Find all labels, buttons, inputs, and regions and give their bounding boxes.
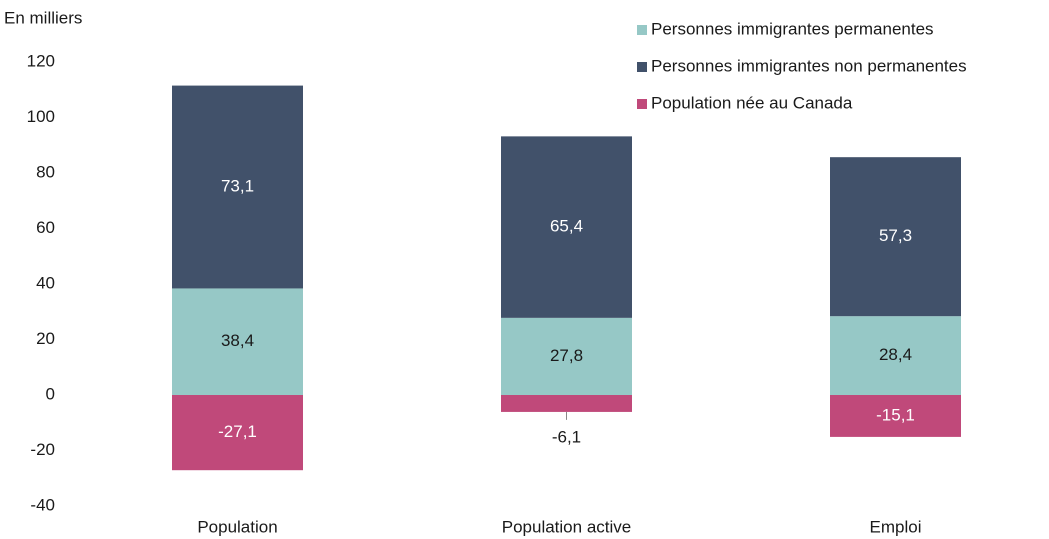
bar-segment <box>501 317 632 395</box>
y-tick-label: 120 <box>27 51 55 70</box>
data-label: 57,3 <box>879 226 912 245</box>
bar-segment <box>830 395 961 437</box>
data-label: 65,4 <box>550 217 583 236</box>
y-tick-label: 20 <box>36 329 55 348</box>
bar-segment <box>830 316 961 395</box>
x-tick-label: Population active <box>502 517 631 536</box>
bar-segment <box>501 395 632 412</box>
bar-segment <box>830 157 961 317</box>
legend-label: Population née au Canada <box>651 93 853 112</box>
legend-swatch <box>637 99 647 109</box>
data-label: -15,1 <box>876 405 915 424</box>
y-tick-label: 60 <box>36 218 55 237</box>
y-tick-label: 100 <box>27 107 55 126</box>
y-axis-label: En milliers <box>4 8 82 27</box>
bar-segment <box>501 136 632 318</box>
x-tick-label: Emploi <box>870 517 922 536</box>
data-label: 27,8 <box>550 346 583 365</box>
y-tick-label: -20 <box>30 440 55 459</box>
y-tick-label: 0 <box>46 384 55 403</box>
bar-segment <box>172 85 303 289</box>
data-label: 28,4 <box>879 345 912 364</box>
legend-label: Personnes immigrantes non permanentes <box>651 56 967 75</box>
y-tick-label: 40 <box>36 273 55 292</box>
legend-label: Personnes immigrantes permanentes <box>651 19 934 38</box>
data-label: 73,1 <box>221 176 254 195</box>
bar-segment <box>172 395 303 471</box>
data-label: 38,4 <box>221 331 254 350</box>
legend-swatch <box>637 25 647 35</box>
bar-segment <box>172 288 303 395</box>
legend-swatch <box>637 62 647 72</box>
x-tick-label: Population <box>197 517 277 536</box>
data-label: -6,1 <box>552 427 581 446</box>
data-label: -27,1 <box>218 422 257 441</box>
y-tick-label: 80 <box>36 162 55 181</box>
y-tick-label: -40 <box>30 495 55 514</box>
